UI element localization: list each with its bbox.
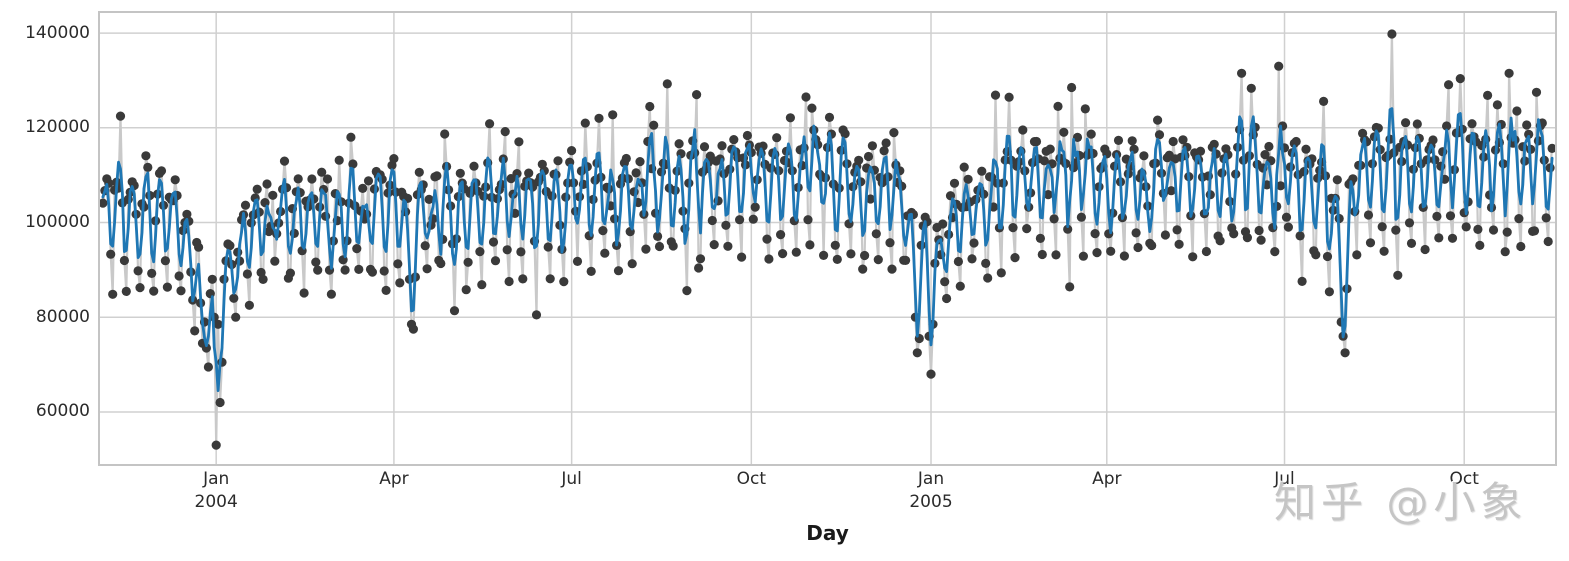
- plot-border: [98, 11, 1557, 466]
- x-tick-label: Jul: [1274, 469, 1295, 489]
- raw-series-line: [101, 32, 1554, 447]
- y-tick-label: 100000: [25, 212, 90, 233]
- x-tick-label: Jul: [561, 469, 582, 489]
- y-tick-label: 60000: [35, 401, 90, 422]
- smoothed-series-line: [101, 107, 1554, 392]
- x-tick-year-label: 2005: [909, 492, 953, 512]
- x-tick-label: Oct: [1449, 469, 1479, 489]
- x-tick-label: Apr: [379, 469, 409, 489]
- x-tick-year-label: 2004: [194, 492, 238, 512]
- y-tick-label: 80000: [35, 306, 90, 327]
- x-tick-label: Jan: [203, 469, 230, 489]
- x-tick-label: Jan: [917, 469, 945, 489]
- watermark: 知乎 @小象: [1274, 478, 1528, 527]
- x-tick-label: Apr: [1092, 469, 1122, 489]
- y-tick-label: 140000: [25, 22, 90, 43]
- x-axis-title: Day: [806, 521, 849, 545]
- x-tick-label: Oct: [736, 469, 767, 489]
- y-tick-label: 120000: [25, 117, 90, 138]
